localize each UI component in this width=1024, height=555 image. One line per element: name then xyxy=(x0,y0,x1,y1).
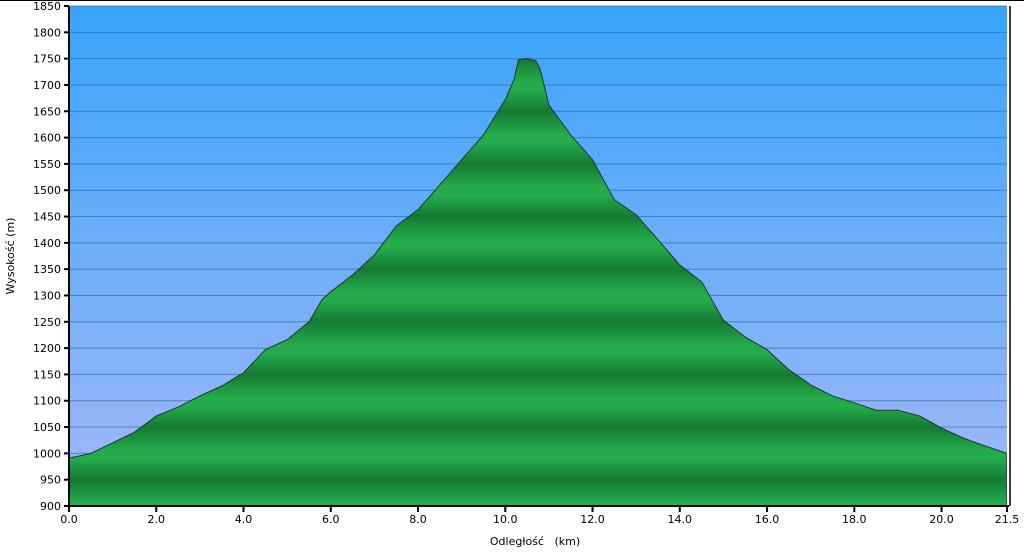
y-tick-label: 1750 xyxy=(33,53,61,66)
elevation-area xyxy=(69,58,1007,506)
y-tick-label: 1450 xyxy=(33,211,61,224)
x-tick-label: 21.5 xyxy=(995,513,1020,526)
y-axis: 900 950 1000 1050 1100 1150 1200 1250 1300 1350 14… xyxy=(33,0,70,513)
x-tick-label: 18.0 xyxy=(842,513,867,526)
x-axis: 0.0 2.0 4.0 6.0 8.0 10.0 12.0 14.0 16.0 18.0 20.0 2… xyxy=(60,6,1019,526)
y-tick-label: 1350 xyxy=(33,263,61,276)
y-tick-label: 950 xyxy=(40,474,61,487)
x-axis-label: Odległość (km) xyxy=(490,535,580,548)
y-tick-label: 1500 xyxy=(33,184,61,197)
y-tick-label: 1250 xyxy=(33,316,61,329)
x-tick-label: 4.0 xyxy=(235,513,253,526)
y-tick-label: 1650 xyxy=(33,105,61,118)
y-tick-label: 900 xyxy=(40,500,61,513)
y-tick-label: 1700 xyxy=(33,79,61,92)
x-tick-label: 12.0 xyxy=(580,513,605,526)
y-tick-label: 1100 xyxy=(33,395,61,408)
y-tick-label: 1200 xyxy=(33,342,61,355)
x-tick-label: 16.0 xyxy=(755,513,780,526)
x-tick-label: 0.0 xyxy=(60,513,78,526)
y-tick-label: 1400 xyxy=(33,237,61,250)
y-tick-label: 1600 xyxy=(33,132,61,145)
y-tick-label: 1300 xyxy=(33,289,61,302)
x-tick-label: 2.0 xyxy=(148,513,166,526)
x-tick-label: 14.0 xyxy=(668,513,693,526)
y-axis-label: Wysokość (m) xyxy=(4,218,17,295)
y-tick-label: 1550 xyxy=(33,158,61,171)
x-tick-label: 8.0 xyxy=(409,513,427,526)
y-tick-label: 1800 xyxy=(33,26,61,39)
y-tick-label: 1150 xyxy=(33,368,61,381)
x-tick-label: 20.0 xyxy=(929,513,954,526)
y-tick-label: 1050 xyxy=(33,421,61,434)
x-tick-label: 10.0 xyxy=(493,513,518,526)
x-tick-label: 6.0 xyxy=(322,513,340,526)
y-tick-label: 1000 xyxy=(33,447,61,460)
y-tick-label: 1850 xyxy=(33,0,61,13)
